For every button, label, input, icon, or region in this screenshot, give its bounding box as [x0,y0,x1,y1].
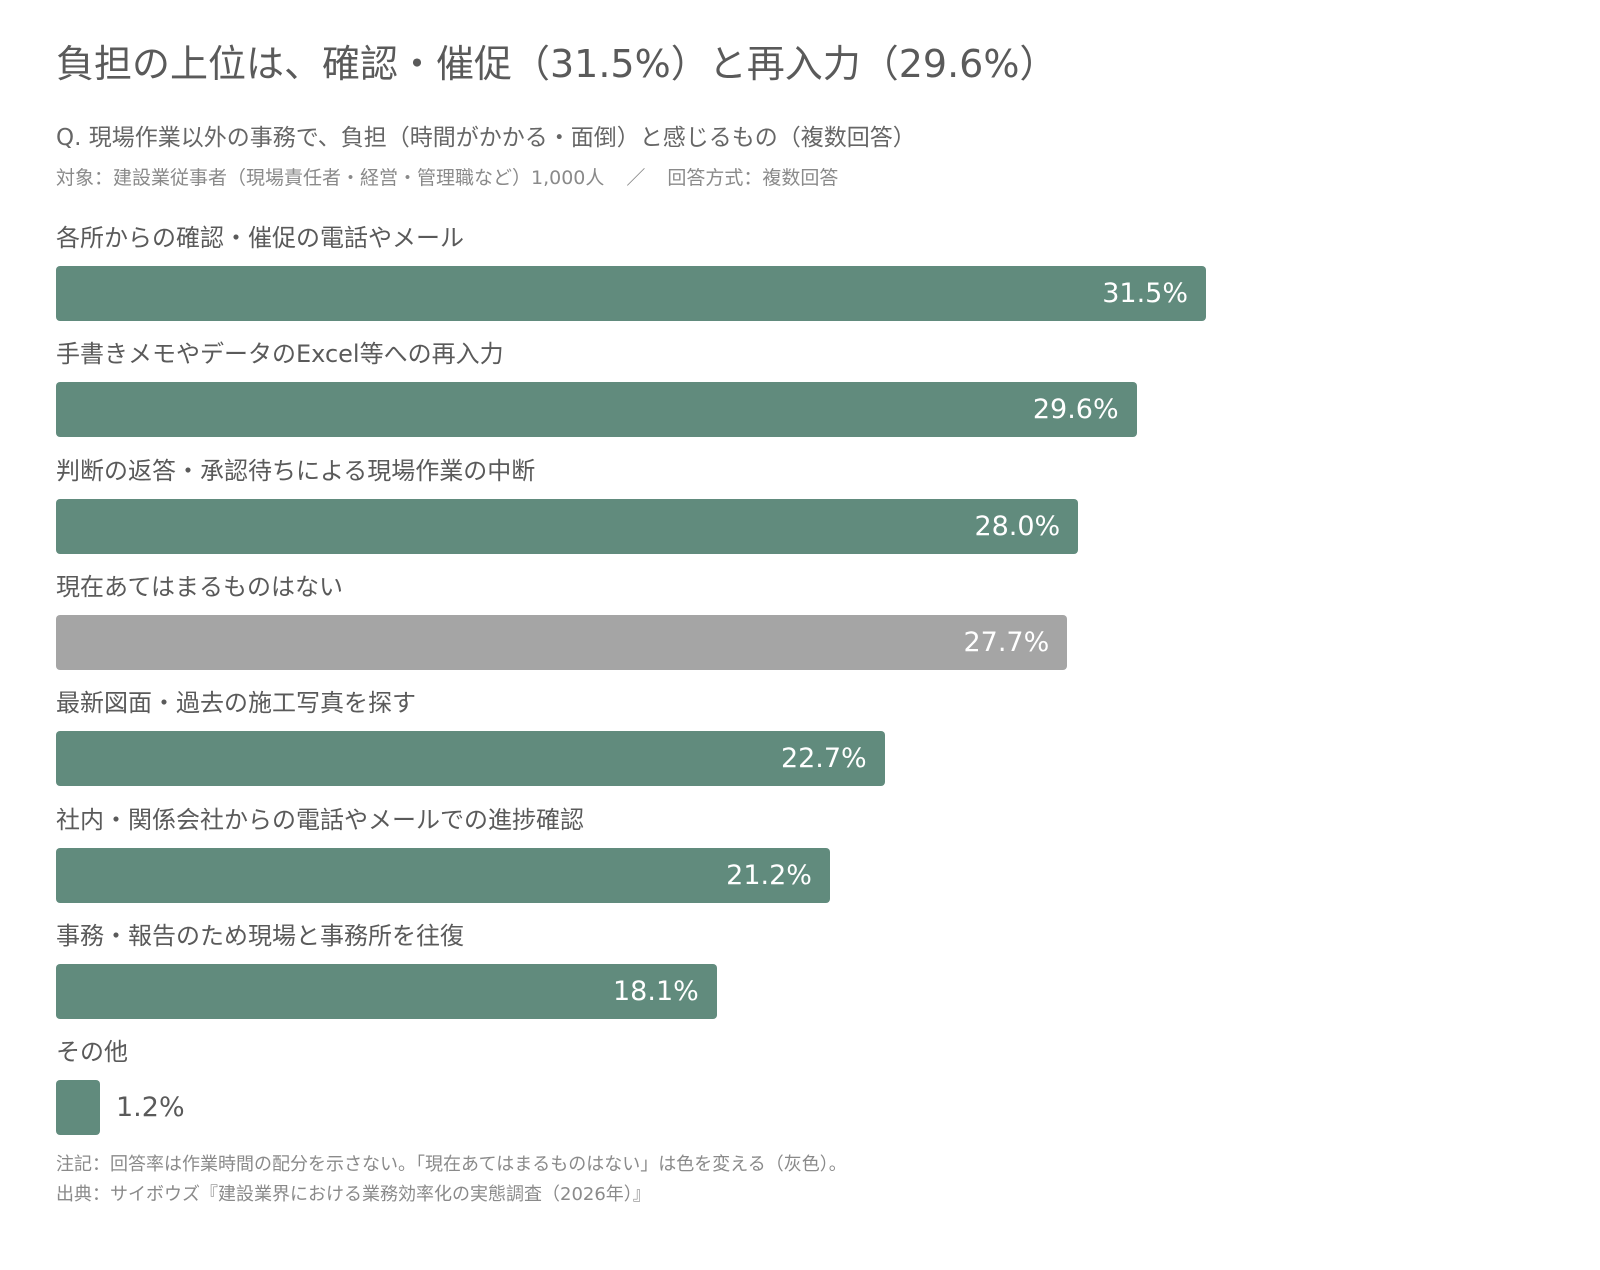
value-label: 28.0% [974,510,1061,542]
category-label: 判断の返答・承認待ちによる現場作業の中断 [56,456,536,485]
value-label: 27.7% [963,626,1050,658]
bar [56,614,1068,670]
category-label: 最新図面・過去の施工写真を探す [56,689,416,718]
category-label: 現在あてはまるものはない [56,572,344,601]
bar [56,382,1137,438]
meta-separator: ／ [626,167,646,189]
value-label: 22.7% [780,743,867,775]
value-label: 18.1% [613,975,699,1007]
chart-question: Q. 現場作業以外の事務で、負担（時間がかかる・面倒）と感じるもの（複数回答） [56,125,916,151]
value-label: 21.2% [726,859,812,891]
category-label: その他 [56,1038,128,1067]
chart-meta: 対象：建設業従事者（現場責任者・経営・管理職など）1,000人 ／ 回答方式：複数回… [56,163,838,190]
source-note: 出典：サイボウズ『建設業界における業務効率化の実態調査（2026年）』 [56,1184,651,1205]
category-label: 手書きメモやデータのExcel等への再入力 [56,340,504,369]
chart-title: 負担の上位は、確認・催促（31.5%）と再入力（29.6%） [56,42,1058,86]
category-label: 事務・報告のため現場と事務所を往復 [56,921,464,950]
bar [56,266,1206,321]
footnote: 注記：回答率は作業時間の配分を示さない。「現在あてはまるものはない」は色を変える… [56,1154,847,1175]
value-label: 1.2% [116,1092,185,1124]
answer-method: 回答方式：複数回答 [667,167,839,189]
category-label: 各所からの確認・催促の電話やメール [56,224,464,252]
bar [56,963,717,1019]
bar [56,847,830,903]
bar [56,1080,100,1136]
value-label: 31.5% [1102,278,1188,309]
value-label: 29.6% [1032,394,1119,426]
bar [56,731,885,787]
bar [56,498,1079,554]
survey-target: 対象：建設業従事者（現場責任者・経営・管理職など）1,000人 [56,167,605,189]
category-label: 社内・関係会社からの電話やメールでの進捗確認 [56,805,584,834]
